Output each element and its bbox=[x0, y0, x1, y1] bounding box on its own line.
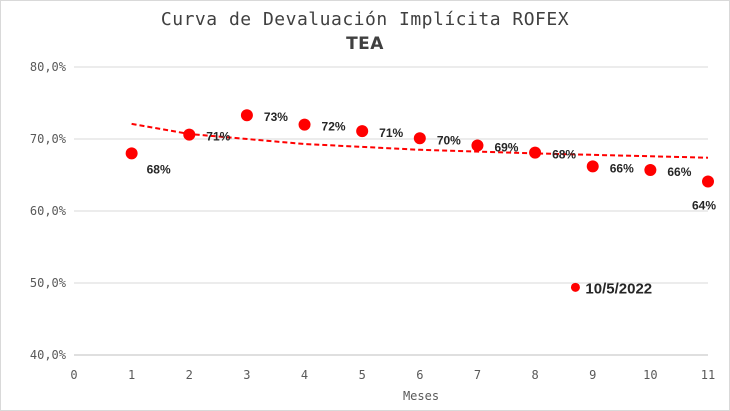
y-tick-label: 60,0% bbox=[30, 204, 67, 218]
chart-subtitle: TEA bbox=[346, 34, 384, 54]
x-tick-label: 5 bbox=[359, 368, 366, 382]
x-tick-label: 9 bbox=[589, 368, 596, 382]
x-tick-label: 7 bbox=[474, 368, 481, 382]
date-marker-label: 10/5/2022 bbox=[585, 280, 652, 297]
trendline bbox=[131, 122, 709, 159]
y-tick-label: 70,0% bbox=[30, 132, 67, 146]
data-point bbox=[356, 125, 369, 138]
data-point bbox=[644, 163, 657, 176]
data-point bbox=[183, 128, 196, 141]
x-tick-label: 2 bbox=[186, 368, 193, 382]
data-point bbox=[413, 132, 426, 145]
x-tick-label: 0 bbox=[70, 368, 77, 382]
data-label: 66% bbox=[667, 165, 691, 179]
y-tick-label: 80,0% bbox=[30, 60, 67, 74]
data-label: 68% bbox=[147, 162, 171, 176]
data-point bbox=[529, 146, 542, 159]
x-axis-title: Meses bbox=[403, 389, 439, 403]
data-label: 66% bbox=[610, 161, 634, 175]
data-point bbox=[298, 118, 311, 131]
data-label: 71% bbox=[206, 130, 230, 144]
data-point bbox=[471, 139, 484, 152]
data-label: 73% bbox=[264, 110, 288, 124]
data-point bbox=[125, 147, 138, 160]
x-tick-label: 4 bbox=[301, 368, 308, 382]
data-label: 68% bbox=[552, 148, 576, 162]
x-tick-label: 11 bbox=[701, 368, 715, 382]
chart-title: Curva de Devaluación Implícita ROFEX bbox=[160, 9, 570, 30]
y-tick-label: 40,0% bbox=[30, 348, 67, 362]
data-point bbox=[240, 109, 253, 122]
data-point bbox=[586, 160, 599, 173]
x-tick-label: 8 bbox=[531, 368, 538, 382]
data-label: 70% bbox=[437, 133, 461, 147]
x-tick-label: 3 bbox=[243, 368, 250, 382]
data-label: 71% bbox=[379, 126, 403, 140]
x-tick-label: 1 bbox=[128, 368, 135, 382]
x-tick-label: 6 bbox=[416, 368, 423, 382]
x-tick-label: 10 bbox=[643, 368, 657, 382]
data-label: 64% bbox=[692, 198, 716, 212]
data-label: 69% bbox=[494, 140, 518, 154]
date-marker-point bbox=[570, 282, 580, 292]
data-label: 72% bbox=[322, 120, 346, 134]
data-point bbox=[702, 175, 714, 188]
y-tick-label: 50,0% bbox=[30, 276, 67, 290]
